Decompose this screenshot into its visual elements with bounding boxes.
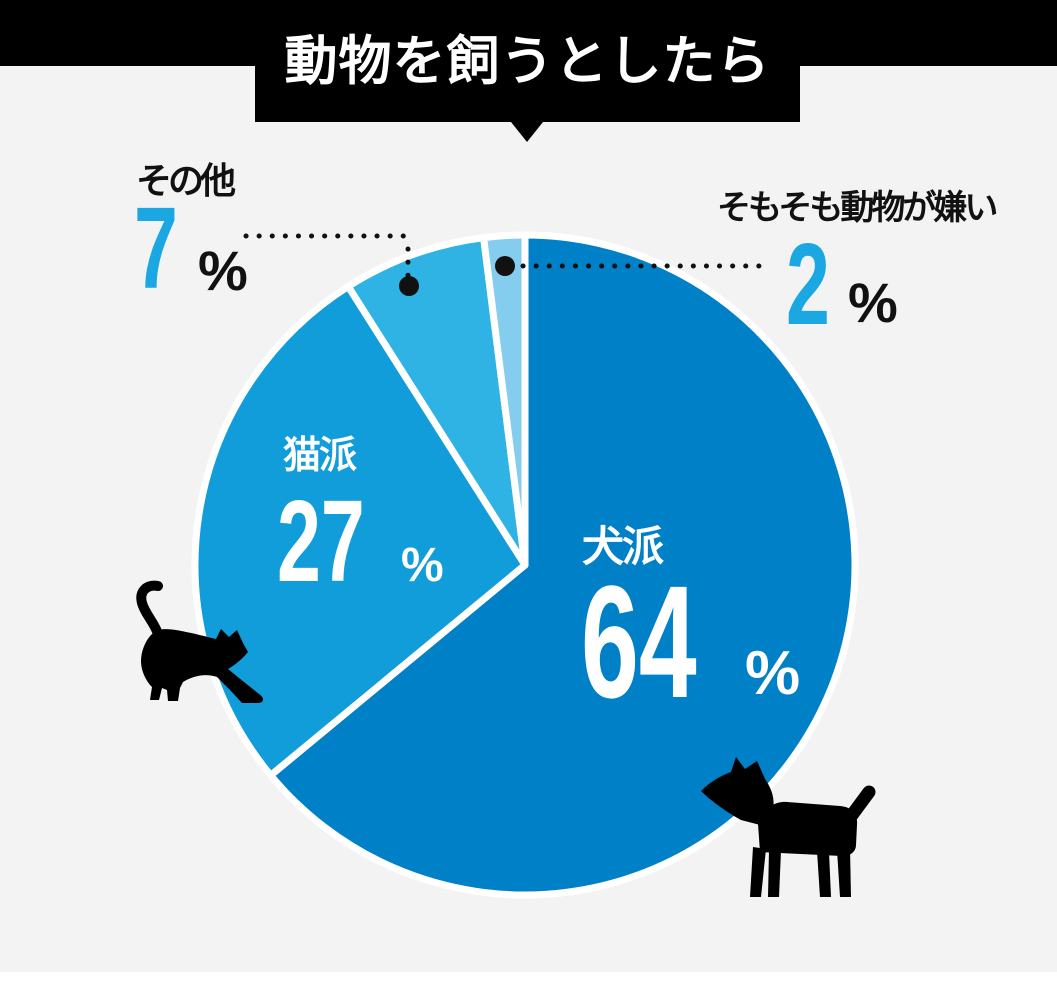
cat-icon: [136, 580, 264, 703]
cat-percent-sign: %: [401, 539, 444, 592]
cat-value: 27: [277, 476, 365, 606]
pie-slice-1: [267, 231, 859, 899]
hate-label: そもそも動物が嫌い: [717, 189, 998, 227]
other-value: 7: [134, 183, 178, 313]
dog-label: 犬派: [582, 523, 664, 570]
dog-icon: [701, 757, 876, 897]
hate-value: 2: [786, 219, 830, 349]
leader-line-hate: [495, 256, 773, 276]
page-title: 動物を飼うとしたら: [284, 31, 771, 91]
callout-dot-other: [399, 276, 419, 296]
dog-percent-sign: %: [745, 639, 801, 708]
down-triangle-icon: [511, 122, 543, 142]
other-percent-sign: %: [198, 239, 248, 302]
other-label: その他: [136, 160, 236, 201]
pie-slice-4: [480, 231, 529, 569]
title-banner: 動物を飼うとしたら: [255, 0, 800, 122]
leader-line-other: [243, 233, 419, 296]
dog-value: 64: [581, 552, 697, 731]
cat-label: 猫派: [283, 435, 357, 477]
pie-slices: [191, 231, 859, 899]
pie-slice-2: [191, 282, 529, 779]
callout-dot-hate: [495, 256, 515, 276]
pie-slice-3: [344, 234, 529, 569]
footer-strip: [0, 972, 1057, 994]
hate-percent-sign: %: [848, 271, 898, 334]
